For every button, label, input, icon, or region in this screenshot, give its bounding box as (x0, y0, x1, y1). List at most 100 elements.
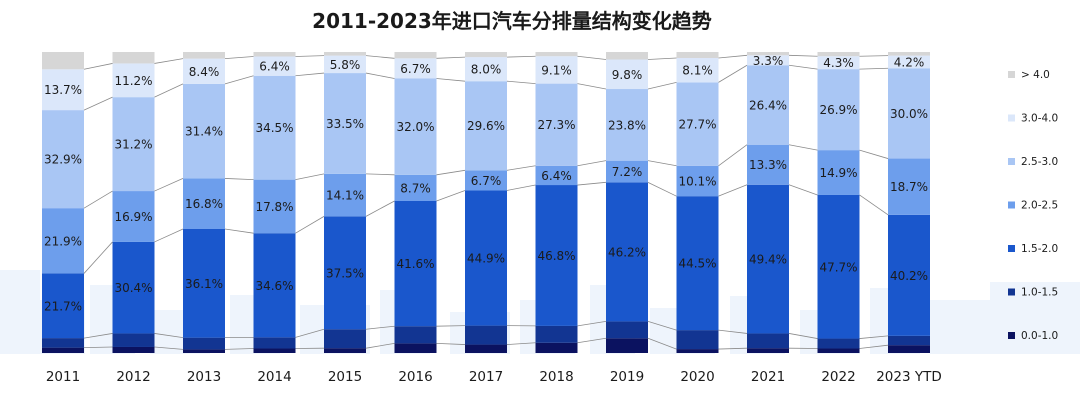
legend-swatch (1008, 201, 1015, 209)
data-label: 11.2% (114, 74, 152, 88)
connector-line (647, 160, 677, 167)
bar-segment-1.52.0-2012 (112, 241, 155, 334)
connector-line (436, 169, 466, 176)
bar-segment-4.0-2023-YTD (888, 52, 930, 56)
data-label: 37.5% (326, 266, 364, 280)
bar-segment-2.02.5-2021 (747, 144, 789, 185)
x-tick-label: 2023 YTD (876, 369, 942, 385)
data-label: 21.7% (44, 299, 82, 313)
bar-segment-0.01.0-2012 (112, 346, 155, 353)
connector-line (224, 75, 254, 85)
data-label: 26.9% (819, 103, 857, 117)
data-label: 10.1% (678, 174, 716, 188)
data-label: 8.7% (400, 181, 431, 195)
legend-item: 2.0-2.5 (1008, 200, 1058, 212)
data-label: 32.9% (44, 153, 82, 167)
connector-line (365, 200, 395, 217)
x-tick-label: 2013 (187, 369, 221, 385)
bar-segment-1.01.5-2023-YTD (888, 335, 930, 346)
bar-series-group (42, 52, 930, 353)
connector-line (506, 342, 536, 345)
bar-segment-4.0-2018 (535, 52, 578, 57)
bar-segment-3.04.0-2016 (394, 58, 437, 79)
bar-segment-0.01.0-2023-YTD (888, 345, 930, 353)
legend-swatch (1008, 114, 1015, 122)
connector-line (224, 178, 254, 181)
bar-segment-1.01.5-2019 (606, 321, 648, 339)
bar-segment-4.0-2021 (747, 52, 789, 56)
connector-line (365, 325, 395, 330)
legend-swatch (1008, 332, 1015, 339)
connector-line (83, 190, 113, 209)
bar-segment-0.01.0-2017 (465, 344, 507, 353)
bar-segment-3.04.0-2022 (817, 56, 860, 70)
bar-segment-1.01.5-2017 (465, 325, 507, 345)
bar-segment-1.52.0-2014 (253, 233, 296, 338)
connector-line (859, 149, 889, 159)
bar-segment-0.01.0-2018 (535, 342, 578, 353)
bar-segment-1.52.0-2015 (324, 216, 366, 330)
legend-label: 2.5-3.0 (1021, 156, 1058, 168)
legend-item: 1.5-2.0 (1008, 243, 1058, 255)
connector-line (83, 241, 113, 274)
bar-segment-0.01.0-2011 (42, 347, 84, 353)
connector-line (647, 57, 677, 60)
data-label: 46.8% (537, 249, 575, 263)
bar-segment-1.01.5-2022 (817, 338, 860, 349)
connector-line (788, 184, 818, 196)
bar-segment-2.02.5-2014 (253, 179, 296, 234)
bar-segment-2.02.5-2019 (606, 160, 648, 183)
bar-segment-2.02.5-2020 (676, 165, 719, 197)
legend-swatch (1008, 71, 1015, 78)
data-label: 34.6% (255, 279, 293, 293)
connector-line (718, 184, 748, 197)
data-label: 26.4% (749, 98, 787, 112)
bar-segment-1.01.5-2020 (676, 330, 719, 350)
bar-segment-4.0-2014 (253, 52, 296, 57)
bar-segment-2.53.0-2014 (253, 75, 296, 180)
data-label: 49.4% (749, 253, 787, 267)
connector-line (788, 64, 818, 70)
data-label: 6.4% (259, 60, 290, 74)
connector-line (83, 346, 113, 349)
legend-item: 0.0-1.0 (1008, 330, 1058, 342)
bar-segment-2.53.0-2011 (42, 110, 84, 209)
bar-segment-3.04.0-2012 (112, 63, 155, 98)
connector-line (577, 337, 607, 344)
bar-segment-1.52.0-2022 (817, 194, 860, 339)
data-label: 21.9% (44, 234, 82, 248)
bar-segment-1.52.0-2023-YTD (888, 214, 930, 336)
skyline-block (930, 300, 990, 354)
data-label: 3.3% (753, 54, 784, 68)
bar-segment-2.53.0-2013 (183, 83, 225, 179)
bar-segment-2.02.5-2015 (324, 173, 366, 217)
connector-line (647, 82, 677, 90)
bar-segment-1.01.5-2015 (324, 329, 366, 349)
connector-line (154, 228, 184, 243)
x-tick-label: 2014 (257, 369, 291, 385)
data-label: 6.4% (541, 169, 572, 183)
data-label: 17.8% (255, 200, 293, 214)
bar-segment-2.53.0-2021 (747, 65, 789, 145)
bar-segment-0.01.0-2019 (606, 338, 648, 353)
bar-segment-2.02.5-2012 (112, 191, 155, 242)
bar-segment-3.04.0-2017 (465, 57, 507, 82)
legend-swatch (1008, 158, 1015, 165)
connector-line (647, 321, 677, 331)
bar-segment-3.04.0-2011 (42, 69, 84, 111)
data-label: 44.5% (678, 257, 716, 271)
bar-segment-3.04.0-2023-YTD (888, 55, 930, 69)
connector-lines (83, 54, 889, 350)
data-label: 16.9% (114, 210, 152, 224)
chart-title: 2011-2023年进口汽车分排量结构变化趋势 (312, 9, 712, 33)
legend-label: 3.0-4.0 (1021, 113, 1058, 125)
data-label: 29.6% (467, 119, 505, 133)
data-label: 13.7% (44, 83, 82, 97)
x-tick-label: 2019 (610, 369, 644, 385)
data-label: 33.5% (326, 117, 364, 131)
x-tick-label: 2012 (116, 369, 150, 385)
data-label: 4.3% (823, 56, 854, 70)
connector-line (365, 342, 395, 349)
bar-segment-1.01.5-2012 (112, 333, 155, 347)
